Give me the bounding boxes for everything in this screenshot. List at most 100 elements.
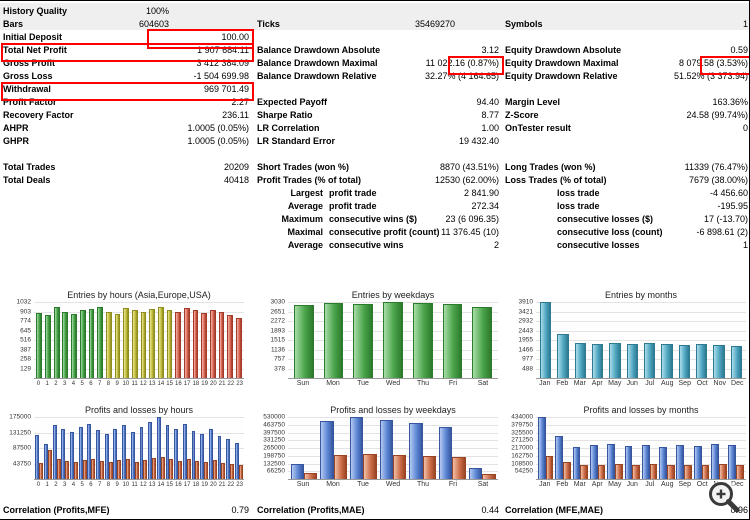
chart-title: Entries by hours (Asia,Europe,USA) — [67, 290, 211, 300]
gridline — [34, 349, 244, 351]
x-axis-tick-label: 5 — [80, 482, 84, 488]
bar-losses-Nov — [718, 463, 727, 479]
x-axis-tick-label: Thu — [416, 481, 430, 488]
stat-row: Average consecutive wins 2 — [257, 239, 499, 252]
bar-profits-23 — [234, 442, 239, 479]
gridline — [536, 455, 746, 457]
x-axis-tick-label: Sat — [477, 481, 489, 488]
stat-row: Equity Drawdown Maximal 8 079.58 (3.53%) — [505, 57, 748, 70]
bar-slot-Fri — [438, 302, 468, 378]
bar-0 — [36, 313, 43, 378]
bar-slot-14 — [156, 302, 165, 378]
stat-row: History Quality 100% — [3, 5, 249, 18]
bar-slot-Thu — [408, 302, 438, 378]
x-axis-tick-label: Aug — [661, 481, 674, 488]
bar-losses-17 — [186, 458, 191, 479]
x-axis-tick-label: Sun — [296, 380, 310, 387]
gridline — [34, 368, 244, 370]
zoom-in-icon[interactable] — [707, 480, 741, 514]
stat-label: Correlation (Profits,MFE) — [3, 505, 110, 515]
bar-profits-16 — [174, 428, 179, 479]
stat-label: Withdrawal — [3, 84, 51, 94]
bar-Aug — [661, 344, 673, 378]
stat-prefix: Maximum — [281, 214, 323, 224]
bar-12 — [140, 312, 147, 378]
x-axis-tick-label: Fri — [448, 481, 458, 488]
bar-profits-Dec — [728, 445, 737, 479]
stat-label: Profit Factor — [3, 97, 57, 107]
bar-slot-10 — [122, 417, 131, 479]
x-axis-tick-label: Sun — [296, 481, 310, 488]
stat-label: Correlation (MFE,MAE) — [505, 505, 603, 515]
stat-label: consecutive losses ($) — [557, 214, 654, 224]
bar-losses-21 — [221, 463, 226, 479]
stat-label: History Quality — [3, 6, 68, 16]
bar-Wed — [383, 302, 403, 378]
x-axis-tick-label: Mon — [326, 481, 340, 488]
x-axis-tick-label: 17 — [183, 482, 191, 488]
bar-Fri — [442, 304, 463, 378]
stat-prefix: Maximal — [287, 227, 323, 237]
bar-slot-23 — [234, 302, 243, 378]
bar-profits-Jan — [537, 417, 546, 479]
bar-slot-16 — [174, 417, 183, 479]
bar-15 — [166, 309, 173, 378]
x-axis-tick-label: 4 — [71, 381, 76, 387]
bar-profits-Apr — [589, 445, 598, 479]
stat-label: GHPR — [3, 136, 30, 146]
stat-value: -1 504 699.98 — [193, 71, 249, 81]
y-axis-tick-label: 977 — [522, 355, 533, 363]
bar-8 — [105, 311, 112, 378]
stat-value: 3.12 — [481, 45, 499, 55]
stat-label: Bars — [3, 19, 24, 29]
bar-profits-Jun — [624, 446, 633, 479]
x-axis-tick-label: Sat — [477, 380, 489, 387]
correlation-profits-mae: Correlation (Profits,MAE) 0.44 — [257, 504, 499, 517]
x-axis-tick-label: Oct — [696, 481, 708, 488]
x-axis-tick-label: Nov — [713, 380, 726, 387]
bar-profits-Nov — [711, 443, 719, 479]
bar-slot-Fri — [438, 417, 468, 479]
stat-value: 2 — [493, 240, 499, 250]
x-axis-tick-label: Mar — [573, 380, 586, 387]
bar-losses-Wed — [393, 454, 407, 479]
bar-losses-Mon — [333, 455, 347, 479]
x-axis-tick-label: 22 — [227, 482, 235, 488]
bar-19 — [201, 313, 207, 378]
stat-value: 12530 (62.00%) — [434, 175, 499, 185]
stat-label: Equity Drawdown Maximal — [505, 58, 619, 68]
bar-slot-13 — [148, 417, 157, 479]
stat-row: Correlation (Profits,MFE) 0.79 — [3, 504, 249, 517]
bar-losses-Oct — [701, 464, 710, 479]
bar-profits-Mar — [572, 446, 581, 479]
bar-slot-17 — [182, 302, 191, 378]
x-axis-tick-label: Apr — [591, 481, 603, 488]
bar-May — [609, 343, 621, 378]
y-axis-tick-label: 217000 — [511, 444, 533, 452]
gridline — [536, 424, 746, 426]
bar-2 — [53, 307, 60, 378]
stat-row: Balance Drawdown Absolute 3.12 — [257, 44, 499, 57]
stat-value: 11339 (76.47%) — [684, 162, 748, 172]
bar-slot-Nov — [710, 302, 727, 378]
stat-label: Long Trades (won %) — [505, 162, 596, 172]
x-axis-tick-label: 2 — [54, 482, 58, 488]
bar-profits-1 — [44, 444, 48, 479]
bar-slot-11 — [130, 417, 139, 479]
stat-value: 94.40 — [476, 97, 499, 107]
y-axis-tick-label: 1515 — [270, 336, 285, 344]
y-axis-tick-label: 488 — [522, 365, 533, 372]
bar-profits-Wed — [379, 420, 394, 479]
bar-slot-6 — [87, 302, 96, 378]
y-axis-tick-label: 108500 — [511, 460, 533, 467]
x-axis-tick-label: Tue — [357, 380, 369, 387]
x-axis-tick-label: 21 — [218, 482, 226, 488]
x-axis-tick-label: 19 — [201, 482, 208, 488]
stat-value: 0.44 — [481, 505, 499, 515]
stat-row: OnTester result 0 — [505, 122, 748, 135]
stat-label: loss trade — [557, 201, 600, 211]
stat-label: Short Trades (won %) — [257, 162, 350, 172]
bar-losses-18 — [195, 460, 200, 479]
stat-row: Total Deals 40418 — [3, 174, 249, 187]
bar-slot-Wed — [378, 417, 408, 479]
